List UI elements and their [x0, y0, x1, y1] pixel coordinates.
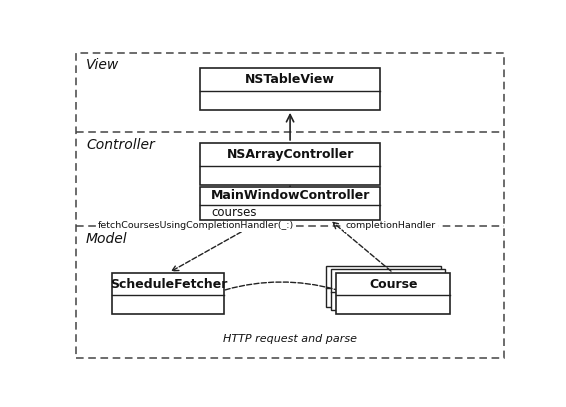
Bar [336, 273, 450, 314]
Bar [327, 266, 440, 307]
Bar [200, 187, 380, 220]
Text: ScheduleFetcher: ScheduleFetcher [110, 278, 227, 291]
Text: NSTableView: NSTableView [245, 73, 335, 86]
Text: View: View [86, 58, 119, 72]
Bar [200, 68, 380, 110]
Bar [331, 269, 445, 310]
Bar [113, 273, 224, 314]
Text: Course: Course [362, 272, 405, 282]
Text: Course: Course [367, 276, 410, 286]
Text: courses: courses [211, 206, 256, 219]
Text: NSArrayController: NSArrayController [226, 148, 354, 161]
Text: Model: Model [86, 232, 128, 246]
Text: HTTP request and parse: HTTP request and parse [223, 335, 357, 344]
Text: MainWindowController: MainWindowController [211, 189, 370, 202]
Text: Controller: Controller [86, 138, 155, 152]
Bar [200, 143, 380, 185]
Text: fetchCoursesUsingCompletionHandler(_:): fetchCoursesUsingCompletionHandler(_:) [98, 221, 294, 230]
Text: Course: Course [369, 278, 417, 291]
Text: completionHandler: completionHandler [346, 221, 436, 230]
